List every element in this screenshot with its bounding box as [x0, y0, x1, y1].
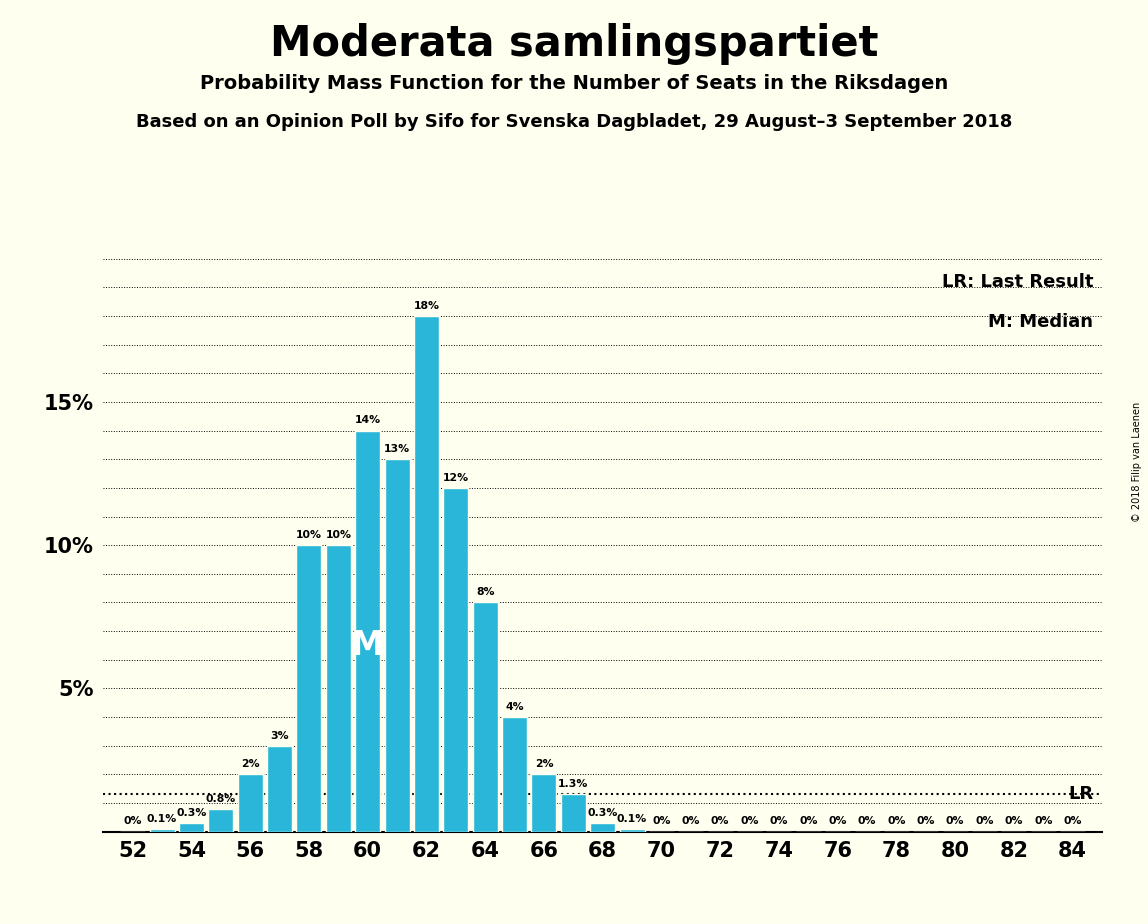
Text: 4%: 4%: [505, 702, 523, 711]
Bar: [561, 795, 585, 832]
Bar: [620, 829, 644, 832]
Text: 0%: 0%: [946, 817, 964, 826]
Bar: [326, 545, 351, 832]
Bar: [149, 829, 174, 832]
Text: 0%: 0%: [124, 817, 142, 826]
Bar: [590, 823, 615, 832]
Text: 0%: 0%: [887, 817, 906, 826]
Text: Probability Mass Function for the Number of Seats in the Riksdagen: Probability Mass Function for the Number…: [200, 74, 948, 93]
Bar: [532, 774, 557, 832]
Text: 0%: 0%: [858, 817, 876, 826]
Text: LR: LR: [1068, 785, 1093, 803]
Bar: [267, 746, 292, 832]
Text: 13%: 13%: [385, 444, 410, 454]
Text: 0.1%: 0.1%: [147, 813, 177, 823]
Bar: [208, 808, 233, 832]
Text: 0.1%: 0.1%: [616, 813, 647, 823]
Text: 0%: 0%: [1004, 817, 1023, 826]
Text: 0%: 0%: [682, 817, 700, 826]
Text: © 2018 Filip van Laenen: © 2018 Filip van Laenen: [1132, 402, 1142, 522]
Text: 0%: 0%: [916, 817, 936, 826]
Text: 0%: 0%: [799, 817, 817, 826]
Text: 0.3%: 0.3%: [177, 808, 207, 818]
Bar: [414, 316, 439, 832]
Text: 12%: 12%: [443, 473, 468, 482]
Text: 18%: 18%: [413, 301, 440, 310]
Text: 0%: 0%: [769, 817, 789, 826]
Text: 2%: 2%: [241, 760, 259, 769]
Text: 0%: 0%: [652, 817, 670, 826]
Text: 0%: 0%: [976, 817, 994, 826]
Bar: [385, 459, 410, 832]
Bar: [355, 431, 380, 832]
Text: 10%: 10%: [325, 530, 351, 540]
Bar: [238, 774, 263, 832]
Bar: [179, 823, 204, 832]
Bar: [296, 545, 321, 832]
Text: Moderata samlingspartiet: Moderata samlingspartiet: [270, 23, 878, 65]
Text: 0%: 0%: [740, 817, 759, 826]
Text: 0%: 0%: [829, 817, 847, 826]
Text: 0%: 0%: [1034, 817, 1053, 826]
Text: LR: Last Result: LR: Last Result: [941, 274, 1093, 291]
Text: 1.3%: 1.3%: [558, 779, 589, 789]
Text: 10%: 10%: [296, 530, 321, 540]
Text: Based on an Opinion Poll by Sifo for Svenska Dagbladet, 29 August–3 September 20: Based on an Opinion Poll by Sifo for Sve…: [135, 113, 1013, 130]
Text: 0.8%: 0.8%: [205, 794, 236, 804]
Text: M: Median: M: Median: [988, 313, 1093, 331]
Bar: [443, 488, 468, 832]
Text: M: M: [351, 629, 385, 662]
Bar: [473, 602, 498, 832]
Text: 0%: 0%: [1063, 817, 1081, 826]
Text: 3%: 3%: [270, 731, 289, 740]
Text: 8%: 8%: [476, 588, 495, 597]
Text: 2%: 2%: [535, 760, 553, 769]
Text: 0.3%: 0.3%: [588, 808, 618, 818]
Text: 14%: 14%: [355, 416, 381, 425]
Text: 0%: 0%: [711, 817, 729, 826]
Bar: [502, 717, 527, 832]
